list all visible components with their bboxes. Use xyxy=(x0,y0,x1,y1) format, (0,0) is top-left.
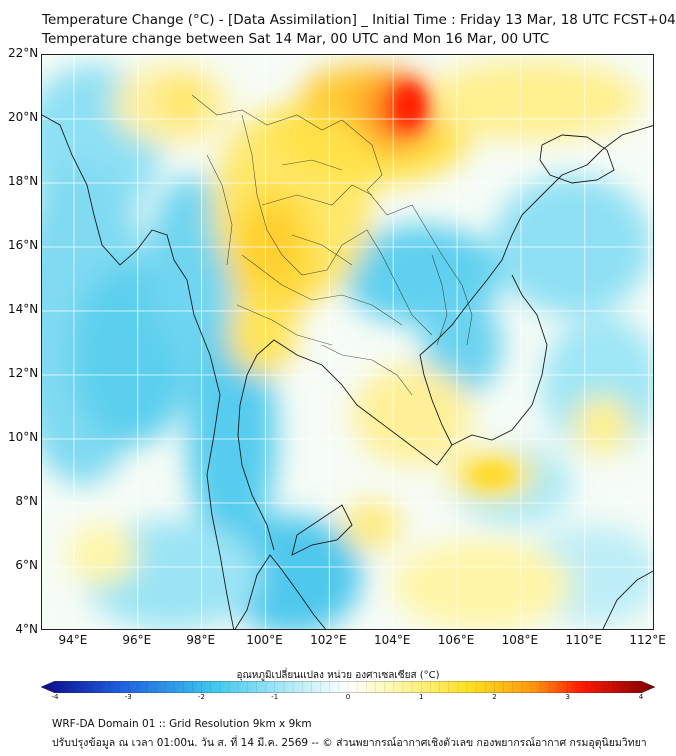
lat-label: 6°N xyxy=(15,558,38,572)
lon-label: 112°E xyxy=(629,633,666,647)
lon-label: 110°E xyxy=(565,633,603,647)
lon-label: 106°E xyxy=(437,633,475,647)
lat-label: 22°N xyxy=(8,46,39,60)
lon-label: 108°E xyxy=(501,633,539,647)
political-borders xyxy=(191,94,473,396)
temperature-field xyxy=(42,60,653,629)
map-panel xyxy=(41,54,654,630)
colorbar-tick-label: -2 xyxy=(198,693,205,701)
graticule xyxy=(42,55,653,629)
lat-label: 10°N xyxy=(8,430,39,444)
lat-label: 20°N xyxy=(8,110,39,124)
colorbar-tick-label: -1 xyxy=(271,693,279,701)
map-subtitle: Temperature change between Sat 14 Mar, 0… xyxy=(42,31,550,47)
lat-label: 8°N xyxy=(15,494,38,508)
lat-label: 12°N xyxy=(8,366,39,380)
lat-label: 4°N xyxy=(15,622,38,636)
update-credit: ปรับปรุงข้อมูล ณ เวลา 01:00น. วัน ส. ที่… xyxy=(52,737,647,749)
colorbar-gradient xyxy=(41,681,655,693)
colorbar-tick-label: 1 xyxy=(419,693,424,701)
colorbar-tick-label: -3 xyxy=(124,693,132,701)
colorbar-tick-label: 3 xyxy=(565,693,570,701)
colorbar-tick-label: 0 xyxy=(345,693,351,701)
model-info: WRF-DA Domain 01 :: Grid Resolution 9km … xyxy=(52,718,312,730)
colorbar-tick-label: 4 xyxy=(638,693,644,701)
colorbar-title: อุณหภูมิเปลี่ยนแปลง หน่วย องศาเซลเซียส (… xyxy=(236,670,440,681)
colorbar-tick-label: 2 xyxy=(492,693,497,701)
lon-label: 96°E xyxy=(122,633,152,647)
lat-label: 14°N xyxy=(8,302,39,316)
colorbar-tick-label: -4 xyxy=(51,693,59,701)
lat-label: 16°N xyxy=(8,238,39,252)
coastlines xyxy=(42,114,653,629)
lon-label: 100°E xyxy=(246,633,283,647)
lon-label: 94°E xyxy=(58,633,88,647)
temperature-change-map xyxy=(42,55,653,629)
lon-label: 98°E xyxy=(186,633,216,647)
lat-label: 18°N xyxy=(8,174,39,188)
colorbar xyxy=(41,681,655,693)
lon-label: 102°E xyxy=(310,633,347,647)
map-title: Temperature Change (°C) - [Data Assimila… xyxy=(42,12,676,28)
lon-label: 104°E xyxy=(373,633,411,647)
